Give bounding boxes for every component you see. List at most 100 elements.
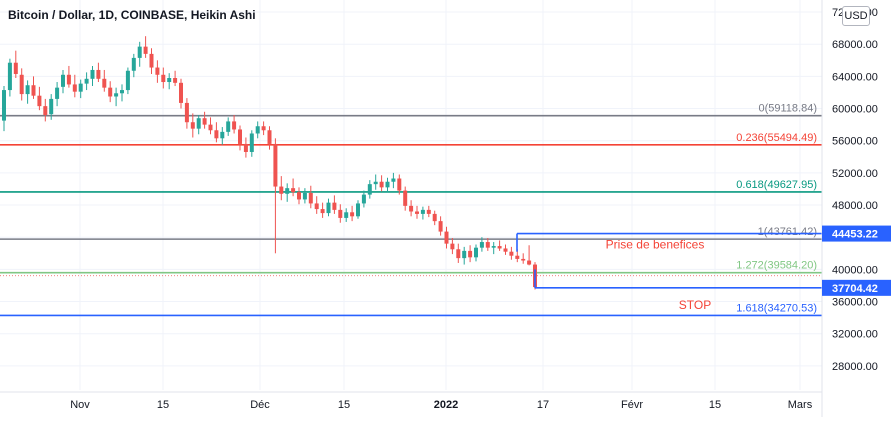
candle-body [84, 78, 89, 84]
candle-body [391, 178, 396, 182]
candle-body [314, 203, 319, 210]
candle-body [19, 74, 24, 95]
candle-body [503, 248, 508, 252]
candle-body [25, 85, 30, 95]
y-tick-label: 60000.00 [832, 104, 878, 116]
candle-body [214, 130, 219, 139]
candle-body [297, 192, 301, 200]
candle-body [261, 126, 266, 131]
candle-body [190, 122, 195, 129]
y-tick-label: 28000.00 [832, 361, 878, 373]
candle-body [61, 74, 65, 87]
candle-body [220, 131, 225, 139]
candle-body [350, 212, 355, 217]
currency-button[interactable]: USD [842, 6, 870, 26]
candle-body [273, 143, 278, 187]
candle-body [114, 93, 119, 97]
candle-body [509, 251, 514, 256]
take-profit-annotation: Prise de benefices [606, 237, 705, 251]
candle-body [415, 211, 419, 214]
stop-annotation: STOP [679, 298, 711, 312]
price-label-bg [822, 279, 891, 296]
candle-body [320, 209, 325, 214]
candle-body [78, 83, 83, 92]
candle-body [332, 202, 337, 210]
candle-body [125, 70, 130, 91]
candle-body [243, 143, 248, 152]
candle-body [13, 62, 18, 74]
candle-body [450, 243, 455, 250]
candle-body [497, 246, 502, 249]
candle-body [49, 98, 54, 115]
annotation-layer: Prise de benefices STOP [516, 232, 822, 312]
x-tick-label: Déc [250, 399, 270, 411]
price-label: 37704.42 [832, 283, 878, 295]
candle-body [179, 82, 183, 103]
candle-body [385, 181, 390, 188]
fib-level-label: 0(59118.84) [758, 103, 817, 115]
candle-body [403, 190, 408, 206]
candle-body [202, 118, 207, 125]
y-tick-label: 36000.00 [832, 297, 878, 309]
candle-body [255, 126, 260, 134]
fib-level-label: 1.618(34270.53) [736, 302, 817, 314]
candle-body [397, 178, 402, 191]
candle-body [527, 260, 532, 265]
candle-body [96, 69, 101, 79]
candle-body [379, 181, 384, 188]
candle-layer [2, 36, 537, 290]
candle-body [420, 209, 425, 214]
candle-body [208, 124, 213, 131]
candle-body [161, 74, 166, 83]
chart-title: Bitcoin / Dollar, 1D, COINBASE, Heikin A… [8, 8, 256, 22]
candle-body [66, 74, 71, 85]
x-tick-label: Mars [788, 399, 813, 411]
candle-body [108, 87, 113, 97]
x-tick-label: 15 [709, 399, 721, 411]
candle-body [456, 249, 461, 259]
candle-body [167, 78, 172, 83]
candle-body [326, 202, 331, 214]
candle-body [474, 247, 478, 258]
candle-body [344, 212, 349, 218]
candle-body [361, 194, 366, 204]
candle-body [444, 231, 449, 244]
y-tick-label: 52000.00 [832, 168, 878, 180]
candle-body [37, 95, 42, 107]
candle-body [2, 90, 6, 121]
x-tick-label: Nov [70, 399, 90, 411]
candle-body [367, 184, 372, 195]
candle-body [485, 242, 490, 248]
y-tick-label: 40000.00 [832, 264, 878, 276]
candle-body [291, 188, 296, 193]
candle-body [173, 78, 178, 83]
candle-body [515, 255, 520, 259]
candle-body [143, 46, 148, 54]
candle-body [90, 69, 95, 79]
candle-body [491, 246, 496, 248]
candle-body [432, 213, 437, 222]
candle-body [249, 133, 254, 152]
fib-level-label: 0.618(49627.95) [736, 179, 817, 191]
candle-body [409, 205, 414, 212]
fib-level-label: 0.236(55494.49) [736, 132, 817, 144]
candle-body [479, 242, 484, 248]
y-tick-label: 68000.00 [832, 39, 878, 51]
candle-body [7, 62, 12, 91]
fib-layer: 0(59118.84) 0.236(55494.49) 0.618(49627.95… [0, 103, 822, 317]
y-tick-label: 64000.00 [832, 71, 878, 83]
x-tick-label: Févr [621, 399, 643, 411]
candle-body [226, 121, 231, 132]
candle-body [137, 46, 142, 58]
candle-body [238, 129, 242, 144]
x-tick-label: 17 [537, 399, 549, 411]
y-tick-label: 48000.00 [832, 200, 878, 212]
candle-body [232, 121, 237, 130]
candle-body [356, 203, 360, 217]
candle-body [285, 188, 290, 194]
candle-body [184, 102, 189, 123]
y-tick-label: 32000.00 [832, 329, 878, 341]
candle-body [31, 85, 36, 96]
